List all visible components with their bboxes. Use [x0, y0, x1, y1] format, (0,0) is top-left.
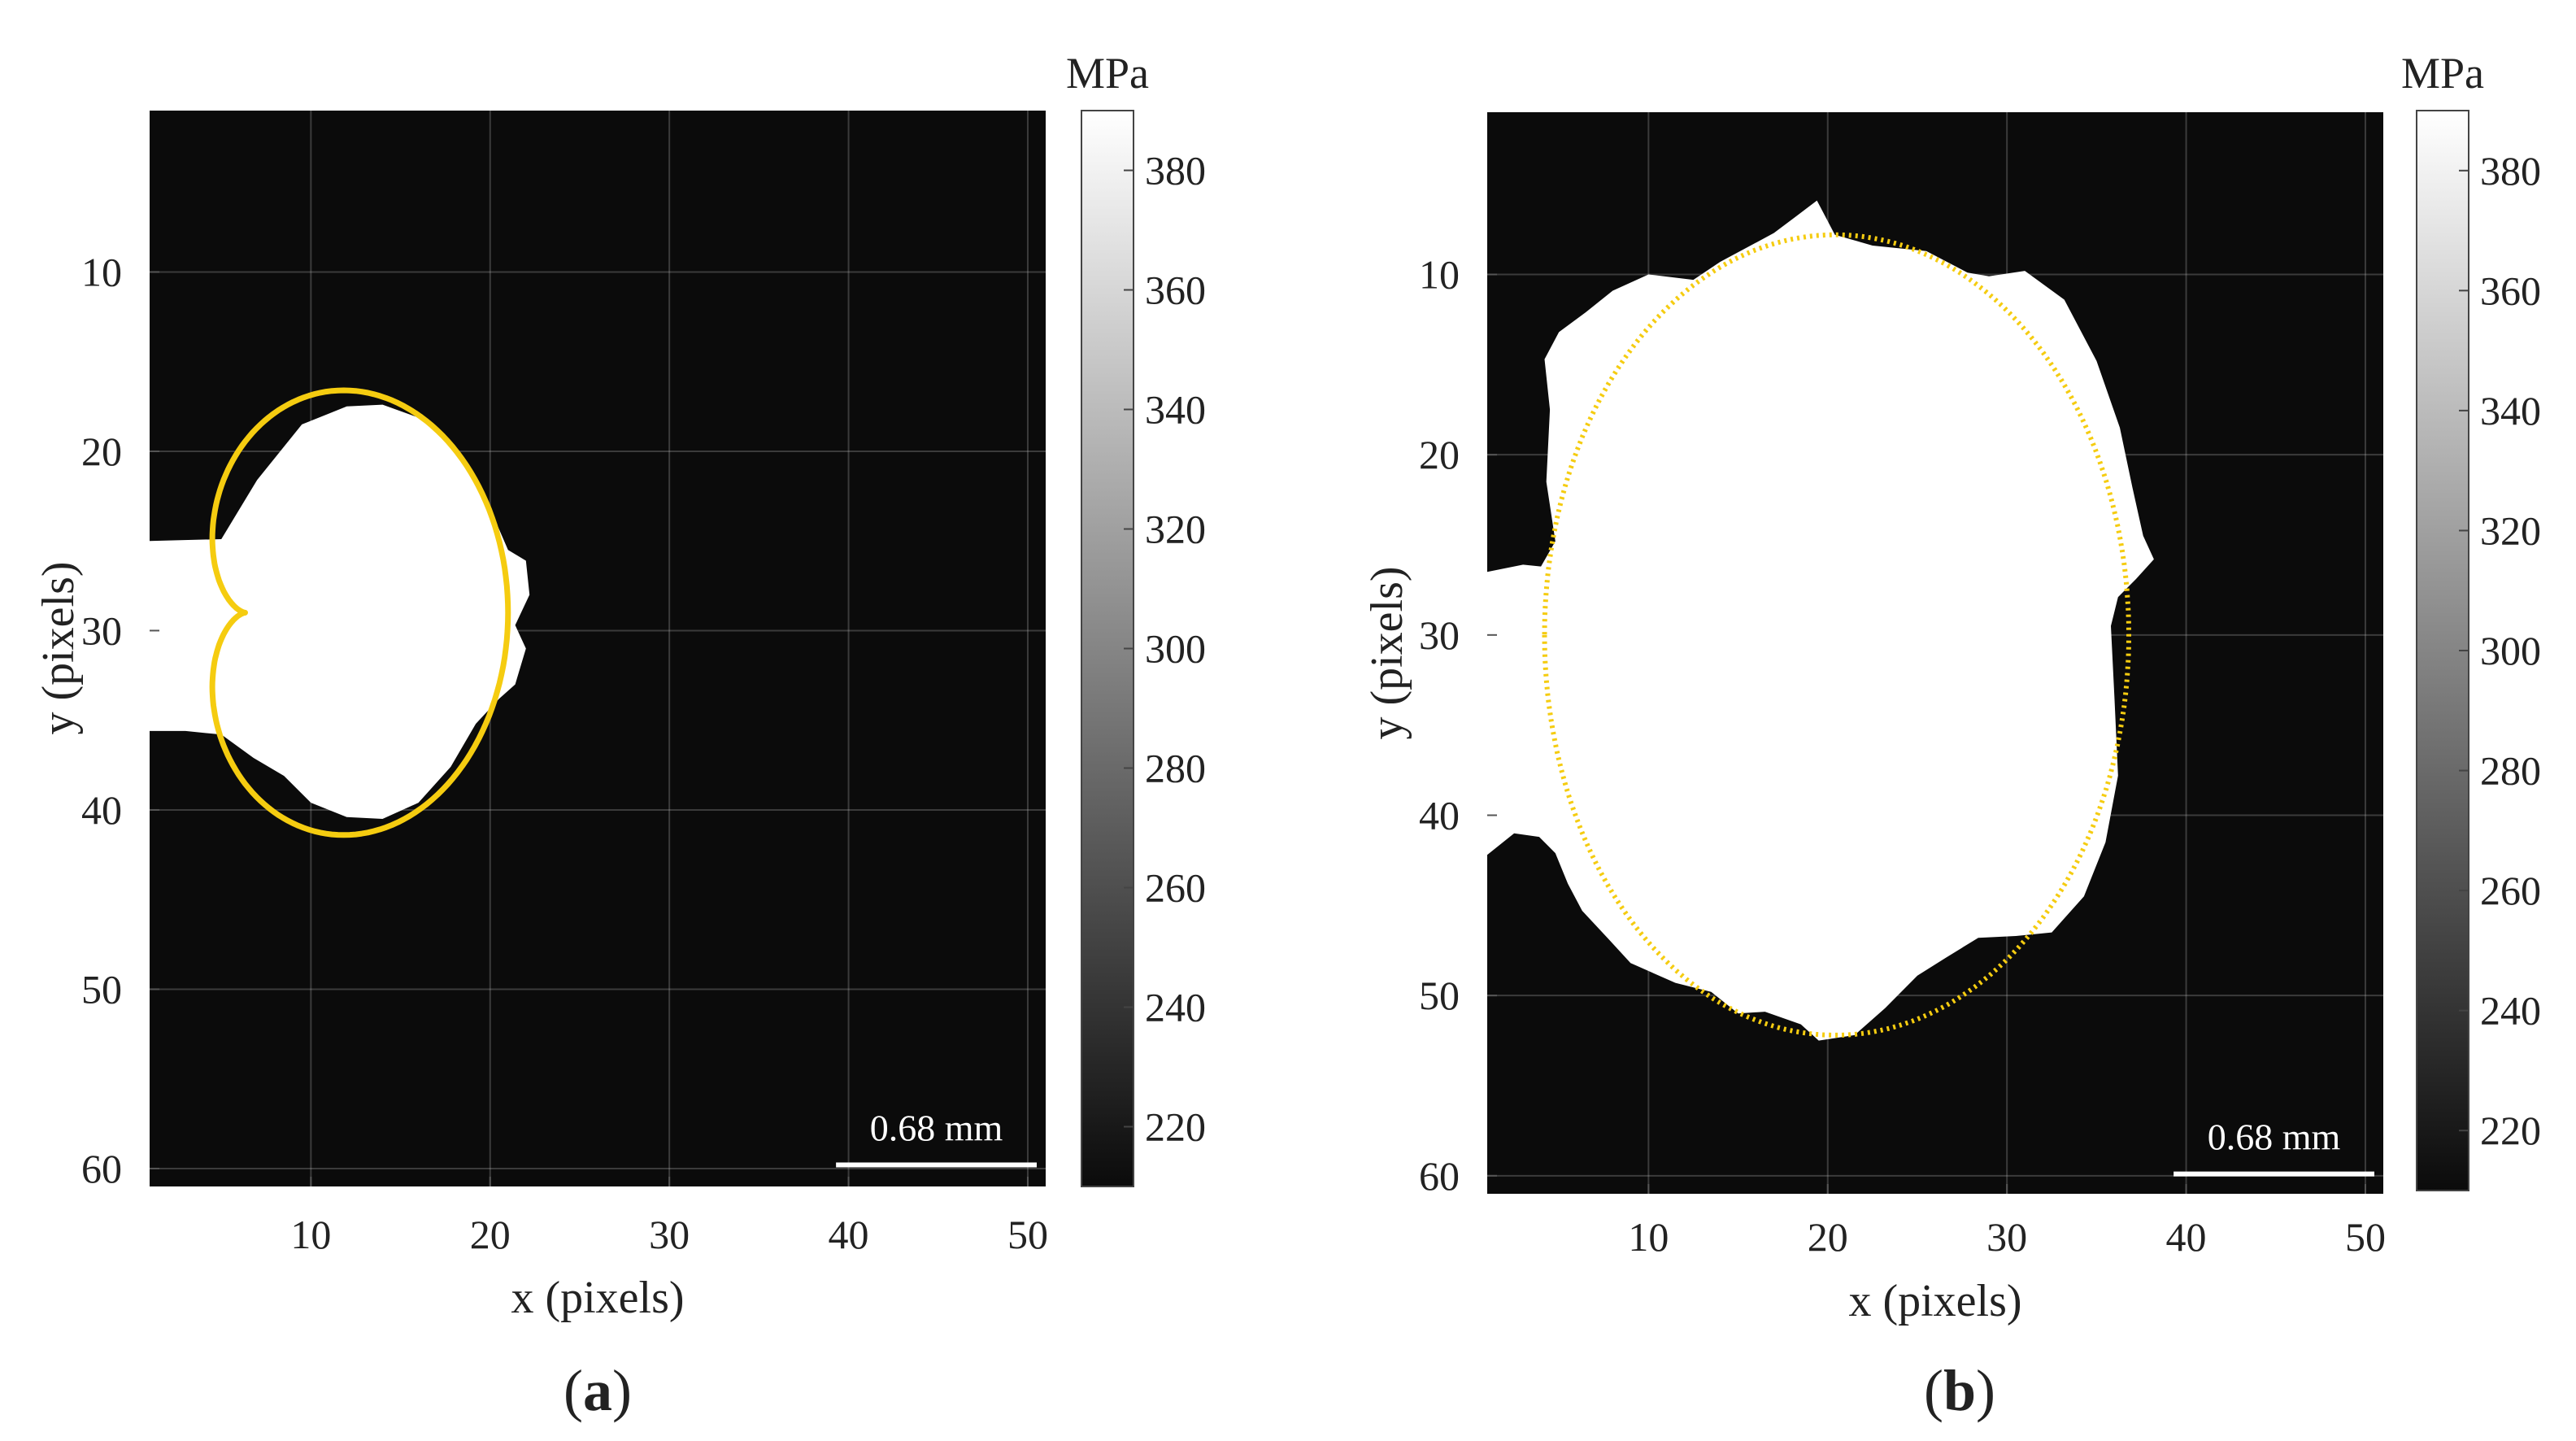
- scale-bar-label-a: 0.68 mm: [870, 1108, 1003, 1149]
- colorbar-ticks-a: 220 240 260 280 300 320 340 360 380: [1124, 148, 1206, 1150]
- y-tick-label: 30: [1419, 612, 1460, 658]
- x-axis-label-b: x (pixels): [1848, 1276, 2021, 1326]
- y-tick-label: 60: [81, 1146, 122, 1191]
- high-stress-region-a: [150, 404, 530, 819]
- colorbar-unit-a: MPa: [1066, 49, 1149, 98]
- colorbar-tick-label: 360: [1145, 268, 1206, 313]
- colorbar-tick-label: 380: [1145, 148, 1206, 194]
- x-tick-label: 20: [1808, 1214, 1848, 1260]
- y-tick-label: 20: [81, 429, 122, 474]
- x-tick-label: 20: [470, 1212, 511, 1257]
- colorbar-tick-label: 220: [1145, 1104, 1206, 1150]
- fit-curve-a: [209, 387, 511, 838]
- x-ticks-a: 10 20 30 40 50: [290, 1177, 1048, 1257]
- x-ticks-b: 10 20 30 40 50: [1628, 1184, 2386, 1260]
- colorbar-tick-label: 340: [2480, 388, 2541, 433]
- x-tick-label: 10: [1628, 1214, 1669, 1260]
- y-axis-label-a: y (pixels): [33, 561, 84, 734]
- panel-b: 0.68 mm 10 20 30 40 50 10 20 30 40 50 60 x (pixel…: [1362, 49, 2541, 1423]
- y-tick-label: 50: [81, 966, 122, 1012]
- x-tick-label: 40: [829, 1212, 869, 1257]
- colorbar-tick-label: 280: [1145, 746, 1206, 791]
- x-tick-label: 10: [290, 1212, 331, 1257]
- y-tick-label: 10: [81, 249, 122, 294]
- colorbar-tick-label: 340: [1145, 387, 1206, 433]
- colorbar-ticks-b: 220 240 260 280 300 320 340 360 380: [2459, 148, 2541, 1153]
- colorbar-tick-label: 320: [1145, 507, 1206, 552]
- fit-curve-b: [1542, 232, 2131, 1038]
- x-tick-label: 30: [1986, 1214, 2027, 1260]
- y-tick-label: 10: [1419, 252, 1460, 298]
- x-tick-label: 50: [2345, 1214, 2386, 1260]
- colorbar-tick-label: 240: [2480, 988, 2541, 1034]
- colorbar-tick-label: 300: [1145, 626, 1206, 672]
- colorbar-tick-label: 260: [1145, 865, 1206, 911]
- y-tick-label: 40: [1419, 793, 1460, 838]
- x-tick-label: 50: [1007, 1212, 1048, 1257]
- y-tick-label: 40: [81, 787, 122, 833]
- x-tick-label: 40: [2166, 1214, 2207, 1260]
- colorbar-unit-b: MPa: [2401, 49, 2484, 98]
- panel-label-a: (a): [564, 1358, 632, 1423]
- y-axis-label-b: y (pixels): [1362, 566, 1412, 739]
- colorbar-tick-label: 380: [2480, 148, 2541, 194]
- panel-label-b: (b): [1924, 1358, 1995, 1423]
- high-stress-region-b: [1487, 200, 2154, 1041]
- colorbar-tick-label: 320: [2480, 507, 2541, 553]
- colorbar-tick-label: 360: [2480, 268, 2541, 313]
- x-axis-label-a: x (pixels): [511, 1273, 684, 1323]
- colorbar-tick-label: 220: [2480, 1108, 2541, 1153]
- y-tick-label: 30: [81, 607, 122, 653]
- colorbar-tick-label: 300: [2480, 628, 2541, 673]
- y-tick-label: 50: [1419, 973, 1460, 1018]
- y-tick-label: 20: [1419, 432, 1460, 477]
- x-tick-label: 30: [649, 1212, 690, 1257]
- colorbar-tick-label: 240: [1145, 985, 1206, 1030]
- colorbar-tick-label: 280: [2480, 748, 2541, 794]
- colorbar-tick-label: 260: [2480, 868, 2541, 913]
- scale-bar-label-b: 0.68 mm: [2208, 1117, 2341, 1158]
- y-tick-label: 60: [1419, 1153, 1460, 1199]
- panel-a: 0.68 mm 10 20 30 40 50 10 20 30 40 50 60 x (pixel…: [33, 49, 1206, 1423]
- y-ticks-b: 10 20 30 40 50 60: [1419, 252, 1497, 1199]
- y-ticks-a: 10 20 30 40 50 60: [81, 249, 159, 1191]
